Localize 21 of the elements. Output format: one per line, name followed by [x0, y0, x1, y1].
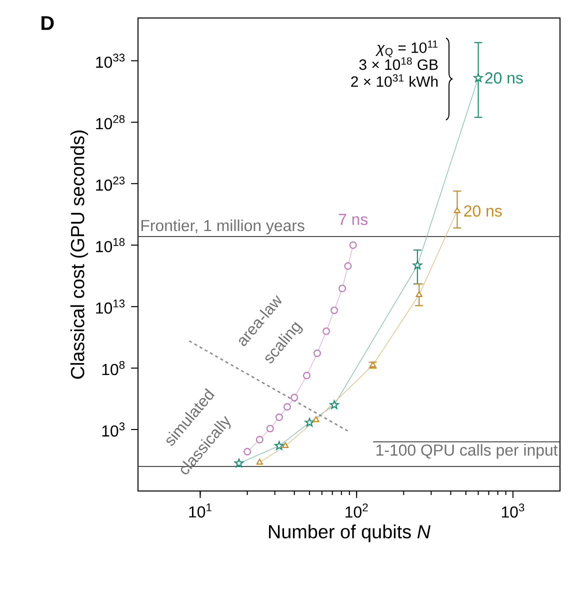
y-tick-label: 10$^{33}$ — [96, 54, 125, 68]
y-tick-label: 10$^{28}$ — [96, 115, 125, 130]
y-tick-label: 10$^{13}$ — [96, 300, 125, 314]
y-tick-label: 10$^{3}$ — [102, 422, 125, 437]
y-axis-title: Classical cost (GPU seconds) — [70, 130, 88, 379]
series-label: 20 ns — [464, 205, 502, 217]
chart-title: D — [42, 16, 54, 30]
annotation: 3 × 10$^{18}$ GB — [359, 57, 438, 70]
series-label: 7 ns — [338, 214, 368, 226]
x-tick-label: 10$^{2}$ — [346, 503, 368, 518]
x-tick-label: 10$^{3}$ — [502, 503, 524, 518]
annotation: 2 × 10$^{31}$ kWh — [351, 74, 438, 87]
y-tick-label: 10$^{23}$ — [96, 176, 125, 191]
x-axis-title: Number of qubits N — [269, 524, 431, 542]
y-tick-label: 10$^{18}$ — [96, 238, 125, 252]
ref-line-label: 1-100 QPU calls per input — [376, 444, 558, 459]
y-tick-label: 10$^{8}$ — [102, 360, 125, 376]
ref-line-label: Frontier, 1 million years — [142, 220, 304, 234]
x-tick-label: 10$^{1}$ — [189, 503, 212, 518]
annotation: χ$_{Q}$ = 10$^{11}$ — [375, 40, 438, 58]
series-label: 20 ns — [485, 72, 523, 84]
